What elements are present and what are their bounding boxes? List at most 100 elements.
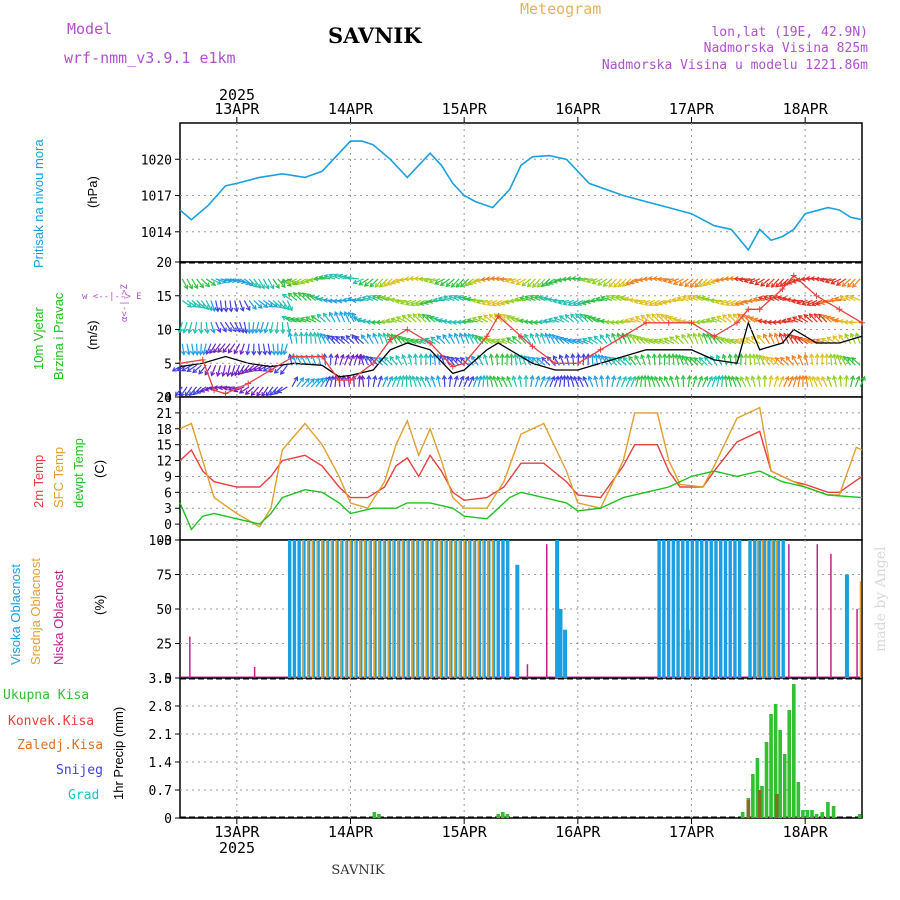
wind-arrow-head xyxy=(210,371,216,377)
wind-arrow-head xyxy=(280,329,286,335)
wind-arrow-head xyxy=(256,283,261,289)
wind-arrow xyxy=(822,314,832,323)
wind-arrow xyxy=(286,300,293,311)
wind-arrow xyxy=(213,343,221,353)
wind-arrow-head xyxy=(405,337,411,343)
wind-arrow xyxy=(296,278,307,285)
wind-arrow-head xyxy=(770,282,776,288)
wind-arrow xyxy=(704,356,713,366)
wind-arrow xyxy=(725,338,737,345)
precip-bar xyxy=(831,806,836,818)
wind-arrow-head xyxy=(201,350,207,356)
wind-arrow xyxy=(324,275,336,280)
wind-arrow xyxy=(408,375,413,387)
wind-arrow-head xyxy=(383,282,389,287)
wind-arrow-head xyxy=(397,335,403,341)
wind-arrow xyxy=(570,376,575,388)
wind-arrow-head xyxy=(710,316,716,322)
wind-arrow-head xyxy=(843,355,848,361)
wind-arrow-head xyxy=(719,300,725,306)
wind-arrow xyxy=(389,356,398,366)
wind-arrow xyxy=(351,334,360,345)
wind-gust-marker xyxy=(495,313,502,319)
cloud-bar xyxy=(463,540,467,678)
precip-legend-hail: Grad xyxy=(68,788,99,803)
cloud-bar xyxy=(330,540,335,678)
cloud-bar xyxy=(397,540,399,678)
wind-arrow-head xyxy=(256,350,263,356)
wind-arrow-head xyxy=(628,297,634,303)
precip-bar xyxy=(760,786,764,818)
wind-arrow-head xyxy=(611,374,617,381)
wind-arrow xyxy=(654,376,661,388)
wind-arrow-head xyxy=(358,280,364,286)
wind-arrow-head xyxy=(386,281,392,286)
wind-arrow xyxy=(541,278,551,287)
wind-arrow xyxy=(770,357,780,366)
cloud-bar xyxy=(454,540,456,678)
wind-arrow-head xyxy=(570,353,576,359)
wind-gust-marker xyxy=(245,380,252,387)
wind-arrow-head xyxy=(262,367,268,372)
wind-arrow-head xyxy=(245,350,251,356)
wind-arrow xyxy=(611,333,618,344)
year-bottom: 2025 xyxy=(219,839,255,857)
wind-arrow-head xyxy=(480,276,486,283)
cloud-bar xyxy=(506,540,510,678)
wind-arrow-head xyxy=(351,298,357,304)
wind-arrow xyxy=(752,354,756,366)
pressure-axis-label: Pritisak na nivou mora xyxy=(31,139,46,268)
wind-arrow-head xyxy=(504,353,510,359)
wind-arrow-head xyxy=(488,313,494,319)
wind-arrow xyxy=(673,278,684,285)
cloud-bar xyxy=(444,540,448,678)
wind-arrow-head xyxy=(489,275,495,282)
wind-arrow xyxy=(849,295,861,302)
wind-arrow-head xyxy=(821,375,826,381)
wind-arrow xyxy=(768,295,780,302)
wind-arrow-head xyxy=(241,369,246,375)
wind-arrow xyxy=(818,313,828,323)
wind-arrow xyxy=(437,376,441,388)
wind-arrow-head xyxy=(463,332,469,338)
wind-arrow xyxy=(859,376,866,388)
wind-arrow-head xyxy=(293,376,299,382)
wind-arrow-head xyxy=(233,307,239,313)
wind-arrow xyxy=(320,377,328,388)
wind-arrow-head xyxy=(273,302,279,308)
wind-arrow xyxy=(616,376,621,388)
wind-arrow-head xyxy=(361,295,367,301)
wind-arrow xyxy=(288,332,293,344)
cloud-spike xyxy=(526,664,529,678)
wind-arrow-head xyxy=(294,317,300,323)
wind-arrow-head xyxy=(646,313,651,319)
wind-gust-marker xyxy=(199,356,206,363)
wind-arrow-head xyxy=(390,333,396,339)
y-tick-label-precip: 0.7 xyxy=(149,784,172,799)
wind-arrow-head xyxy=(552,298,558,304)
wind-arrow xyxy=(501,376,508,388)
wind-arrow-head xyxy=(585,278,592,284)
wind-arrow xyxy=(391,333,398,344)
wind-arrow-head xyxy=(758,354,764,360)
wind-arrow xyxy=(195,343,198,355)
wind-arrow xyxy=(773,376,779,388)
wind-arrow-head xyxy=(700,295,706,301)
wind-arrow xyxy=(219,300,223,312)
wind-arrow xyxy=(471,334,479,345)
wind-arrow-head xyxy=(548,332,554,339)
y-tick-label-wind: 10 xyxy=(156,324,172,339)
wind-arrow-head xyxy=(210,328,216,334)
wind-arrow xyxy=(787,299,799,302)
wind-arrow-head xyxy=(214,307,220,313)
wind-arrow-head xyxy=(828,297,834,303)
precip-bar xyxy=(801,810,805,818)
wind-arrow-head xyxy=(471,333,477,339)
wind-arrow xyxy=(415,339,426,345)
wind-arrow-head xyxy=(380,295,386,301)
wind-arrow xyxy=(601,296,613,302)
wind-arrow-head xyxy=(599,334,605,340)
cloud-bar xyxy=(311,540,314,678)
cloud-spike xyxy=(830,553,832,678)
wind-arrow xyxy=(812,376,818,388)
